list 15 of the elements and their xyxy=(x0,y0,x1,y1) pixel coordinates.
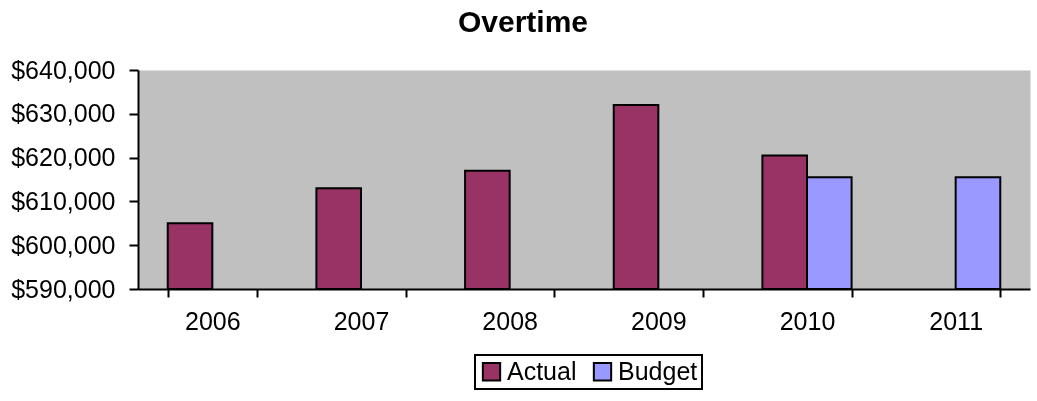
y-tick-label: $620,000 xyxy=(11,143,116,172)
x-tick-label: 2007 xyxy=(333,306,390,335)
legend-label: Budget xyxy=(618,356,698,385)
x-tick-label: 2006 xyxy=(185,306,241,335)
legend-label: Actual xyxy=(507,356,577,385)
y-tick-label: $640,000 xyxy=(11,55,116,84)
x-tick-label: 2009 xyxy=(631,306,687,335)
y-tick-label: $630,000 xyxy=(11,99,116,128)
x-tick-label: 2011 xyxy=(929,306,984,335)
x-tick-label: 2010 xyxy=(779,306,836,335)
x-tick-label: 2008 xyxy=(482,306,538,335)
chart-title: Overtime xyxy=(457,5,589,38)
y-tick-label: $610,000 xyxy=(11,186,116,215)
y-tick-label: $590,000 xyxy=(11,274,116,303)
y-tick-label: $600,000 xyxy=(11,230,116,259)
